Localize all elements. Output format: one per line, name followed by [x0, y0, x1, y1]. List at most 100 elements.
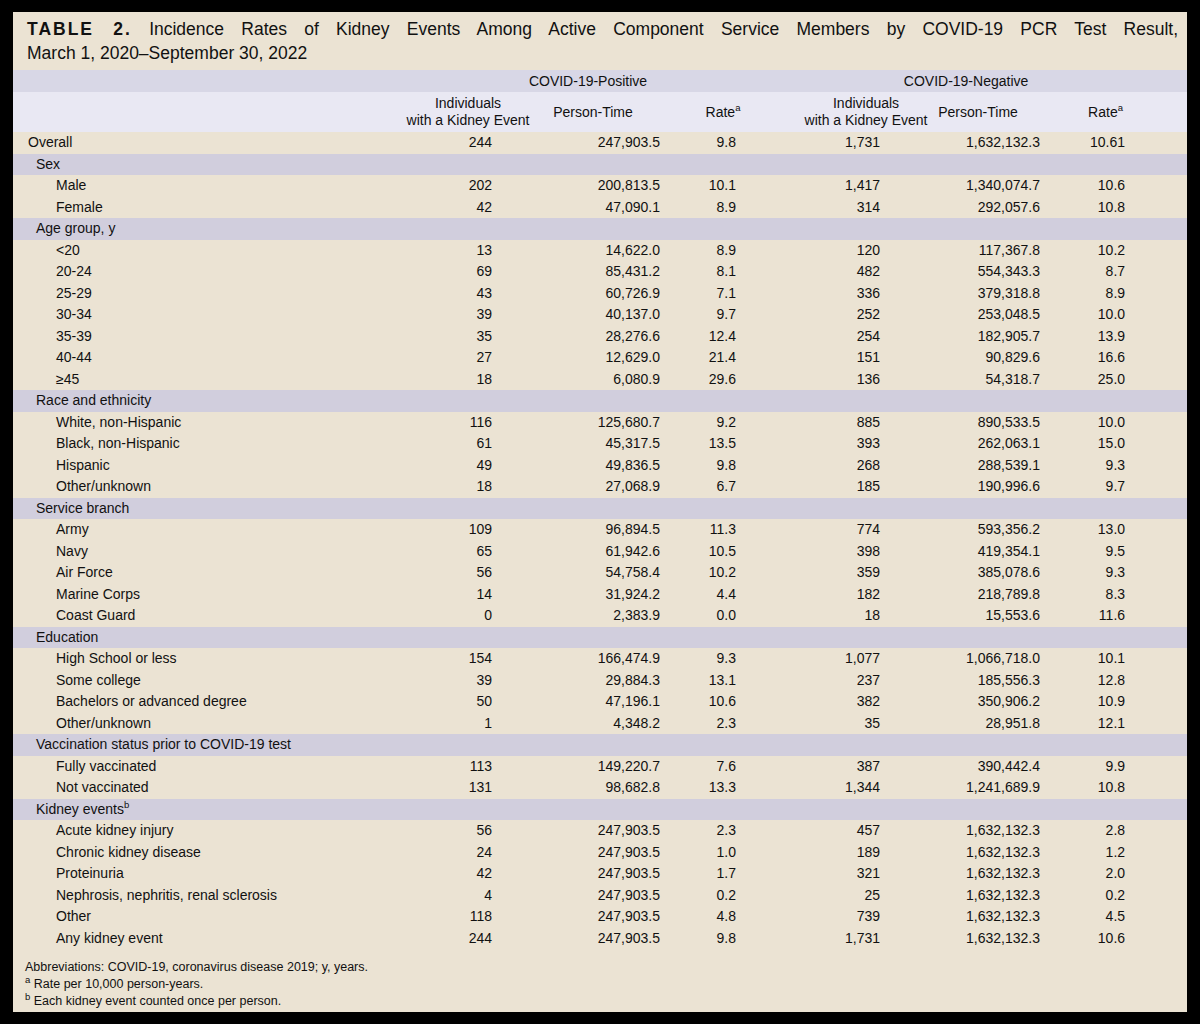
cell-value: 60,726.9 [508, 283, 678, 305]
cell-value: 11.3 [678, 519, 768, 541]
cell-value: 9.3 [1078, 455, 1187, 477]
cell-value: 120 [768, 240, 918, 262]
row-label: White, non-Hispanic [13, 412, 388, 434]
row-label: Army [13, 519, 388, 541]
table-row: Other118247,903.54.87391,632,132.34.5 [13, 906, 1187, 928]
table-row: Fully vaccinated113149,220.77.6387390,44… [13, 756, 1187, 778]
section-row: Race and ethnicity [13, 390, 1187, 412]
footnote-abbreviations: Abbreviations: COVID-19, coronavirus dis… [25, 959, 1187, 976]
cell-value: 244 [388, 928, 508, 950]
cell-value: 247,903.5 [508, 132, 678, 154]
cell-value: 0.0 [678, 605, 768, 627]
row-label: 25-29 [13, 283, 388, 305]
row-label: Black, non-Hispanic [13, 433, 388, 455]
cell-value: 1,344 [768, 777, 918, 799]
cell-value: 9.7 [678, 304, 768, 326]
cell-value: 31,924.2 [508, 584, 678, 606]
cell-value: 482 [768, 261, 918, 283]
cell-value: 774 [768, 519, 918, 541]
cell-value: 16.6 [1078, 347, 1187, 369]
row-label: Hispanic [13, 455, 388, 477]
table-row: Nephrosis, nephritis, renal sclerosis424… [13, 885, 1187, 907]
table-row: 20-246985,431.28.1482554,343.38.7 [13, 261, 1187, 283]
cell-value: 85,431.2 [508, 261, 678, 283]
cell-value: 43 [388, 283, 508, 305]
covid-positive-group-header: COVID-19-Positive [388, 70, 768, 92]
section-label: Vaccination status prior to COVID-19 tes… [13, 734, 1187, 756]
cell-value: 50 [388, 691, 508, 713]
cell-value: 1,077 [768, 648, 918, 670]
group-header-spacer [13, 70, 388, 92]
cell-value: 247,903.5 [508, 928, 678, 950]
cell-value: 1.2 [1078, 842, 1187, 864]
cell-value: 8.3 [1078, 584, 1187, 606]
cell-value: 49 [388, 455, 508, 477]
cell-value: 47,090.1 [508, 197, 678, 219]
cell-value: 218,789.8 [918, 584, 1078, 606]
cell-value: 247,903.5 [508, 885, 678, 907]
cell-value: 117,367.8 [918, 240, 1078, 262]
cell-value: 350,906.2 [918, 691, 1078, 713]
cell-value: 28,276.6 [508, 326, 678, 348]
cell-value: 1,241,689.9 [918, 777, 1078, 799]
cell-value: 10.61 [1078, 132, 1187, 154]
cell-value: 47,196.1 [508, 691, 678, 713]
cell-value: 1 [388, 713, 508, 735]
col-header-individuals-positive: Individuals with a Kidney Event [388, 92, 508, 132]
cell-value: 118 [388, 906, 508, 928]
cell-value: 9.8 [678, 928, 768, 950]
cell-value: 1,632,132.3 [918, 928, 1078, 950]
cell-value: 9.9 [1078, 756, 1187, 778]
cell-value: 29.6 [678, 369, 768, 391]
cell-value: 18 [768, 605, 918, 627]
cell-value: 1,632,132.3 [918, 906, 1078, 928]
cell-value: 254 [768, 326, 918, 348]
cell-value: 61 [388, 433, 508, 455]
cell-value: 0.2 [1078, 885, 1187, 907]
table-row: 30-343940,137.09.7252253,048.510.0 [13, 304, 1187, 326]
cell-value: 739 [768, 906, 918, 928]
cell-value: 4,348.2 [508, 713, 678, 735]
row-label: 40-44 [13, 347, 388, 369]
table-title-dates: March 1, 2020–September 30, 2022 [27, 41, 1178, 65]
cell-value: 9.8 [678, 132, 768, 154]
cell-value: 166,474.9 [508, 648, 678, 670]
cell-value: 387 [768, 756, 918, 778]
cell-value: 65 [388, 541, 508, 563]
cell-value: 182,905.7 [918, 326, 1078, 348]
cell-value: 96,894.5 [508, 519, 678, 541]
cell-value: 247,903.5 [508, 863, 678, 885]
section-row: Kidney eventsb [13, 799, 1187, 821]
cell-value: 8.9 [678, 197, 768, 219]
cell-value: 113 [388, 756, 508, 778]
table-row: <201314,622.08.9120117,367.810.2 [13, 240, 1187, 262]
cell-value: 56 [388, 562, 508, 584]
cell-value: 131 [388, 777, 508, 799]
cell-value: 13.5 [678, 433, 768, 455]
cell-value: 9.2 [678, 412, 768, 434]
cell-value: 136 [768, 369, 918, 391]
cell-value: 1,340,074.7 [918, 175, 1078, 197]
cell-value: 292,057.6 [918, 197, 1078, 219]
cell-value: 12,629.0 [508, 347, 678, 369]
cell-value: 25.0 [1078, 369, 1187, 391]
cell-value: 69 [388, 261, 508, 283]
cell-value: 252 [768, 304, 918, 326]
cell-value: 27,068.9 [508, 476, 678, 498]
cell-value: 253,048.5 [918, 304, 1078, 326]
cell-value: 10.9 [1078, 691, 1187, 713]
cell-value: 15,553.6 [918, 605, 1078, 627]
table-figure: TABLE 2. Incidence Rates of Kidney Event… [0, 0, 1200, 1024]
cell-value: 12.4 [678, 326, 768, 348]
row-label: Some college [13, 670, 388, 692]
section-label: Race and ethnicity [13, 390, 1187, 412]
row-label: Nephrosis, nephritis, renal sclerosis [13, 885, 388, 907]
cell-value: 49,836.5 [508, 455, 678, 477]
table-row: High School or less154166,474.99.31,0771… [13, 648, 1187, 670]
row-label: ≥45 [13, 369, 388, 391]
cell-value: 200,813.5 [508, 175, 678, 197]
cell-value: 890,533.5 [918, 412, 1078, 434]
section-label: Education [13, 627, 1187, 649]
cell-value: 10.6 [1078, 928, 1187, 950]
row-label: Any kidney event [13, 928, 388, 950]
